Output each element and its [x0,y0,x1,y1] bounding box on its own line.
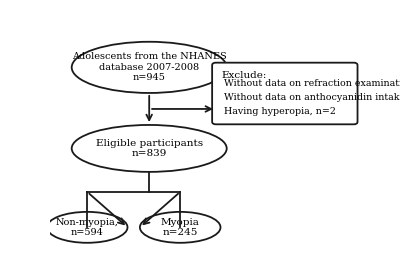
Text: Without data on anthocyanidin intake, n=25: Without data on anthocyanidin intake, n=… [224,93,400,102]
Ellipse shape [140,212,220,243]
Ellipse shape [72,125,227,172]
FancyBboxPatch shape [212,63,358,124]
Text: Eligible participants
n=839: Eligible participants n=839 [96,139,203,158]
Text: Non-myopia,
n=594: Non-myopia, n=594 [56,218,119,237]
Ellipse shape [47,212,128,243]
Text: Having hyperopia, n=2: Having hyperopia, n=2 [224,107,336,116]
Text: Adolescents from the NHANES
database 2007-2008
n=945: Adolescents from the NHANES database 200… [72,52,226,82]
Text: Myopia
n=245: Myopia n=245 [161,218,200,237]
Ellipse shape [72,42,227,93]
Text: Without data on refraction examination, n=79: Without data on refraction examination, … [224,78,400,88]
Text: Exclude:: Exclude: [222,71,267,79]
